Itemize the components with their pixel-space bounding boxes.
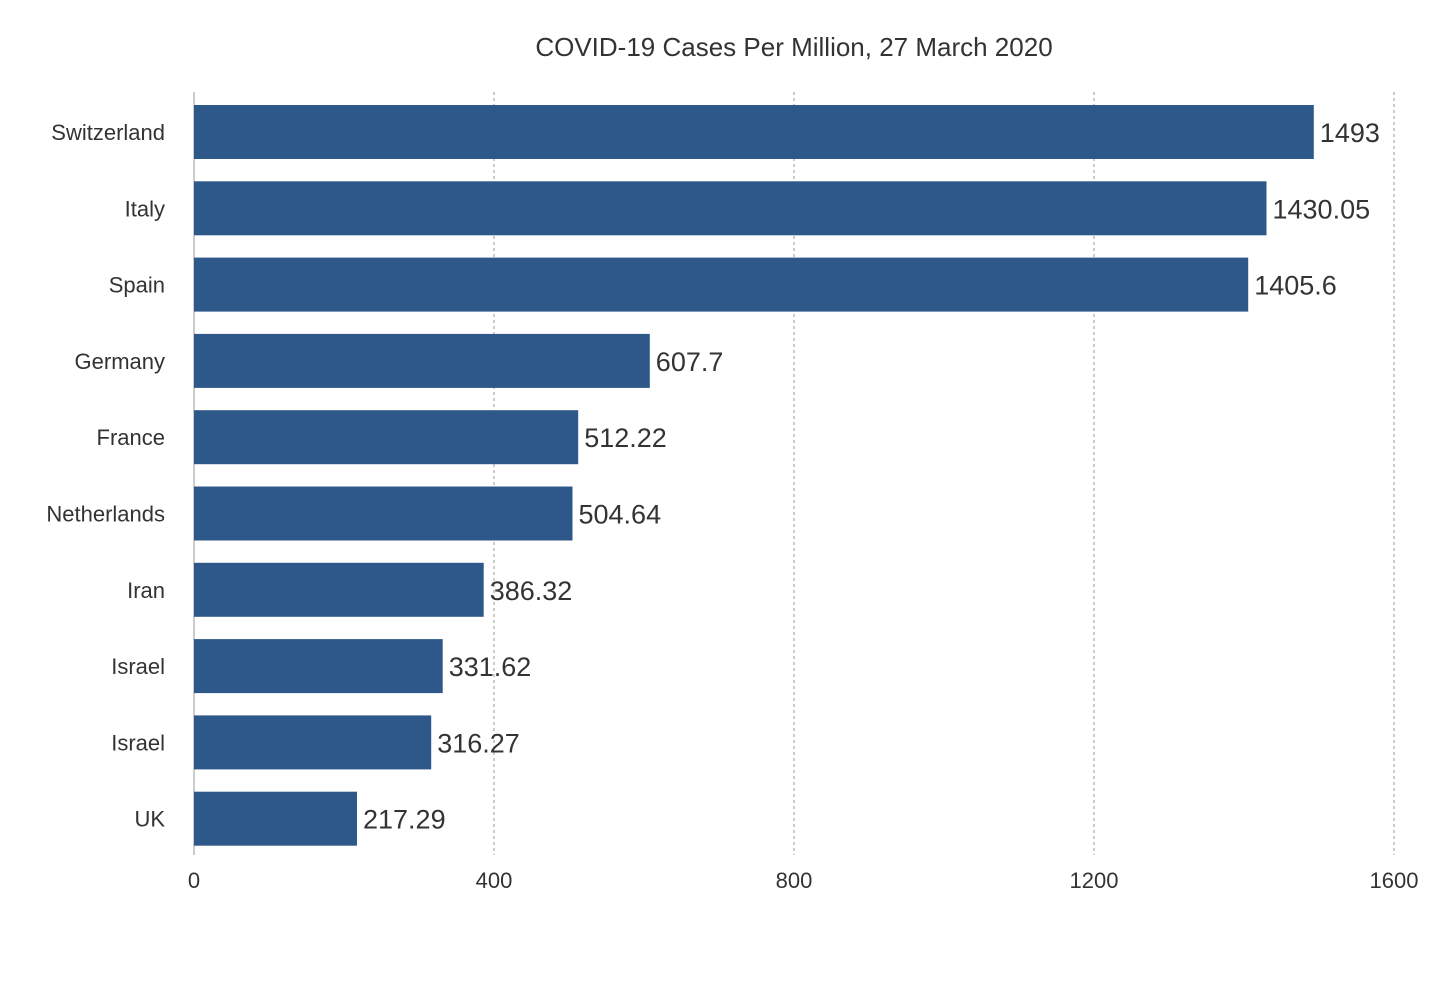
bar bbox=[194, 486, 573, 541]
bar bbox=[194, 333, 650, 388]
data-label: 512.22 bbox=[584, 423, 667, 453]
category-label: Spain bbox=[109, 273, 165, 298]
category-label: Israel bbox=[111, 730, 165, 755]
category-labels: Switzerland Italy Spain Germany France Nether… bbox=[46, 120, 165, 832]
bar bbox=[194, 791, 357, 846]
category-label: Italy bbox=[125, 196, 165, 221]
bar bbox=[194, 562, 484, 617]
data-label: 607.7 bbox=[656, 347, 724, 377]
data-label: 1430.05 bbox=[1273, 194, 1371, 224]
category-label: Israel bbox=[111, 654, 165, 679]
bar bbox=[194, 715, 432, 770]
category-label: Iran bbox=[127, 578, 165, 603]
bar bbox=[194, 105, 1314, 159]
data-label: 504.64 bbox=[579, 500, 662, 530]
data-label: 1405.6 bbox=[1254, 271, 1337, 301]
x-tick-label: 800 bbox=[776, 868, 813, 893]
x-tick-label: 1600 bbox=[1370, 868, 1419, 893]
category-label: Germany bbox=[75, 349, 165, 374]
x-tick-label: 400 bbox=[476, 868, 513, 893]
bar bbox=[194, 639, 443, 694]
category-label: Switzerland bbox=[51, 120, 165, 145]
data-label: 386.32 bbox=[490, 576, 573, 606]
value-labels: 1493 1430.05 1405.6 607.7 512.22 504.64 386.32… bbox=[363, 118, 1380, 835]
data-label: 331.62 bbox=[449, 652, 532, 682]
x-tick-label: 1200 bbox=[1070, 868, 1119, 893]
category-label: UK bbox=[134, 807, 165, 832]
category-label: France bbox=[97, 425, 165, 450]
chart-title: COVID-19 Cases Per Million, 27 March 202… bbox=[535, 32, 1052, 62]
x-axis-ticks: 0 400 800 1200 1600 bbox=[188, 868, 1419, 893]
bar bbox=[194, 257, 1249, 312]
bar bbox=[194, 181, 1267, 236]
data-label: 1493 bbox=[1320, 118, 1380, 148]
data-label: 316.27 bbox=[437, 728, 520, 758]
x-tick-label: 0 bbox=[188, 868, 200, 893]
category-label: Netherlands bbox=[46, 502, 165, 527]
bars bbox=[194, 105, 1314, 846]
data-label: 217.29 bbox=[363, 805, 446, 835]
bar bbox=[194, 410, 579, 465]
